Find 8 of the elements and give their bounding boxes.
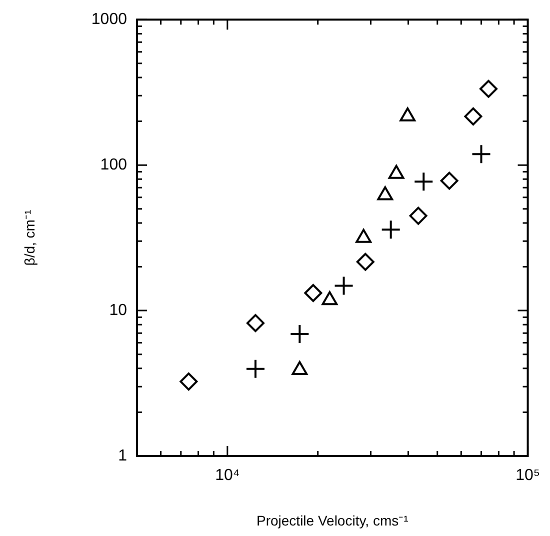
y-tick-label: 100 bbox=[100, 156, 128, 174]
x-axis-title: Projectile Velocity, cms⁻¹ bbox=[256, 512, 409, 528]
x-tick-label: 10⁵ bbox=[516, 467, 540, 484]
y-tick-label: 1000 bbox=[91, 11, 128, 28]
y-tick-label: 10 bbox=[109, 302, 128, 319]
y-axis-title: β/d, cm⁻¹ bbox=[21, 210, 38, 266]
x-tick-label: 10⁴ bbox=[215, 467, 240, 484]
y-tick-label: 1 bbox=[118, 447, 128, 464]
